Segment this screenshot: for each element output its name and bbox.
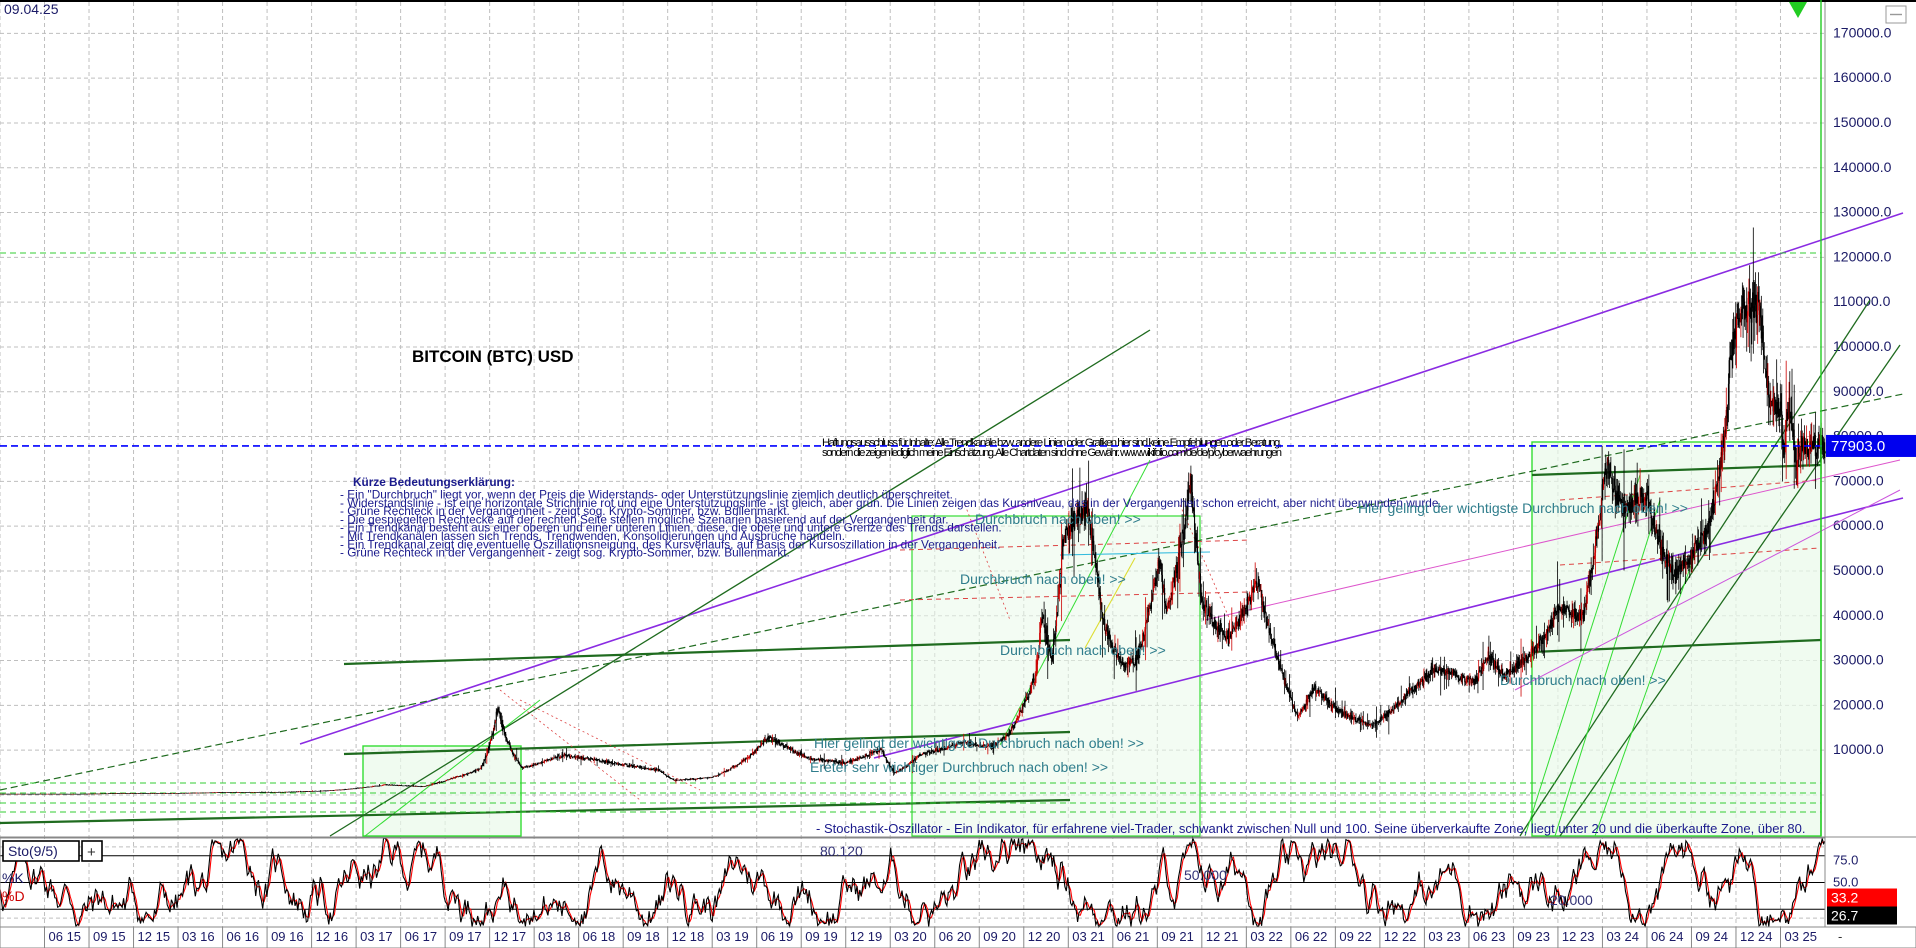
svg-text:06 19: 06 19 [761, 929, 794, 944]
svg-text:60000.0: 60000.0 [1833, 517, 1884, 533]
svg-text:70000.0: 70000.0 [1833, 472, 1884, 488]
svg-text:30000.0: 30000.0 [1833, 652, 1884, 668]
svg-text:110000.0: 110000.0 [1833, 293, 1891, 309]
svg-text:03 22: 03 22 [1250, 929, 1283, 944]
svg-text:03 21: 03 21 [1072, 929, 1105, 944]
svg-text:12 16: 12 16 [316, 929, 349, 944]
svg-text:03 17: 03 17 [360, 929, 393, 944]
svg-text:20000.0: 20000.0 [1833, 696, 1884, 712]
svg-text:09 20: 09 20 [983, 929, 1016, 944]
svg-text:170000.0: 170000.0 [1833, 24, 1892, 40]
svg-text:06 22: 06 22 [1295, 929, 1328, 944]
svg-text:06 21: 06 21 [1117, 929, 1150, 944]
svg-text:06 23: 06 23 [1473, 929, 1506, 944]
svg-text:06 15: 06 15 [49, 929, 82, 944]
svg-text:09 21: 09 21 [1161, 929, 1194, 944]
svg-text:09 19: 09 19 [805, 929, 838, 944]
svg-text:140000.0: 140000.0 [1833, 159, 1892, 175]
svg-text:12 15: 12 15 [138, 929, 171, 944]
svg-text:-: - [1838, 929, 1842, 944]
svg-text:06 24: 06 24 [1651, 929, 1684, 944]
svg-text:12 20: 12 20 [1028, 929, 1061, 944]
svg-text:12 19: 12 19 [850, 929, 883, 944]
svg-text:03 16: 03 16 [182, 929, 215, 944]
svg-text:12 23: 12 23 [1562, 929, 1595, 944]
svg-text:06 20: 06 20 [939, 929, 972, 944]
svg-text:03 19: 03 19 [716, 929, 749, 944]
svg-text:150000.0: 150000.0 [1833, 114, 1892, 130]
svg-text:09 23: 09 23 [1517, 929, 1550, 944]
svg-text:90000.0: 90000.0 [1833, 383, 1884, 399]
svg-text:12 18: 12 18 [672, 929, 705, 944]
svg-text:03 24: 03 24 [1606, 929, 1639, 944]
svg-text:100000.0: 100000.0 [1833, 338, 1892, 354]
svg-text:03 20: 03 20 [894, 929, 927, 944]
svg-text:09 18: 09 18 [627, 929, 660, 944]
svg-text:03 25: 03 25 [1784, 929, 1817, 944]
svg-text:06 18: 06 18 [583, 929, 616, 944]
svg-text:40000.0: 40000.0 [1833, 607, 1884, 623]
svg-text:09 17: 09 17 [449, 929, 482, 944]
svg-text:50000.0: 50000.0 [1833, 562, 1884, 578]
svg-text:130000.0: 130000.0 [1833, 204, 1892, 220]
svg-text:120000.0: 120000.0 [1833, 248, 1892, 264]
svg-text:160000.0: 160000.0 [1833, 69, 1892, 85]
svg-text:12 21: 12 21 [1206, 929, 1239, 944]
svg-text:06 17: 06 17 [405, 929, 438, 944]
svg-text:03 23: 03 23 [1428, 929, 1461, 944]
svg-text:12 22: 12 22 [1384, 929, 1417, 944]
svg-text:09 16: 09 16 [271, 929, 304, 944]
svg-text:03 18: 03 18 [538, 929, 571, 944]
svg-text:10000.0: 10000.0 [1833, 741, 1884, 757]
svg-text:09.04.25: 09.04.25 [4, 1, 59, 17]
svg-text:09 24: 09 24 [1695, 929, 1728, 944]
svg-text:06 16: 06 16 [227, 929, 260, 944]
svg-text:09 15: 09 15 [93, 929, 126, 944]
svg-text:12 24: 12 24 [1740, 929, 1773, 944]
svg-text:12 17: 12 17 [494, 929, 527, 944]
svg-text:09 22: 09 22 [1339, 929, 1372, 944]
